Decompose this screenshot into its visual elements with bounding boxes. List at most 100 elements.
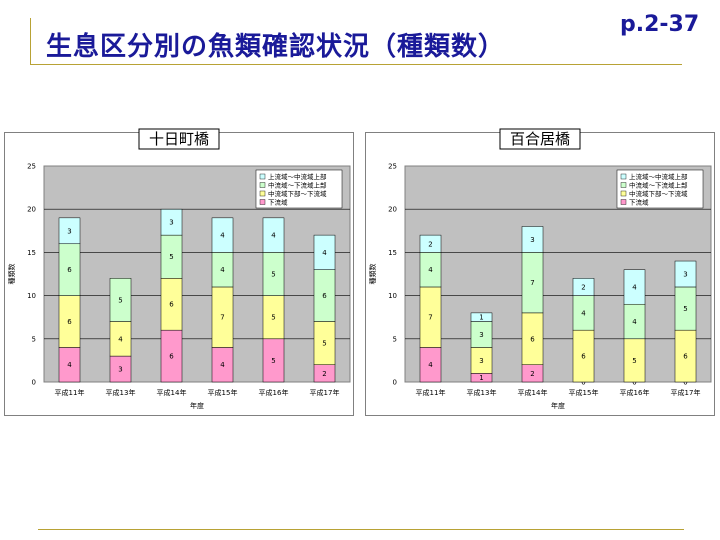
data-label: 7 bbox=[530, 279, 534, 287]
data-label: 4 bbox=[271, 232, 276, 240]
bar-segment bbox=[674, 260, 697, 288]
legend-swatch bbox=[620, 190, 627, 197]
legend-label: 中流域下部～下流域 bbox=[268, 189, 327, 198]
data-label: 5 bbox=[632, 357, 636, 365]
x-tick-label: 平成14年 bbox=[518, 388, 548, 397]
y-tick-label: 10 bbox=[388, 292, 397, 300]
data-label: 4 bbox=[632, 283, 637, 291]
data-label: 4 bbox=[581, 309, 586, 317]
page-number: p.2-37 bbox=[620, 12, 700, 37]
x-axis-label: 年度 bbox=[190, 401, 204, 410]
data-label: 0 bbox=[632, 379, 636, 387]
bar-segment bbox=[109, 278, 132, 322]
bar-segment bbox=[572, 278, 595, 296]
data-label: 3 bbox=[530, 236, 534, 244]
data-label: 1 bbox=[479, 314, 483, 322]
data-label: 6 bbox=[169, 353, 174, 361]
bar-segment bbox=[262, 217, 285, 253]
data-label: 4 bbox=[220, 266, 225, 274]
data-label: 4 bbox=[322, 249, 327, 257]
bar-segment bbox=[419, 234, 442, 253]
data-label: 6 bbox=[581, 353, 586, 361]
x-tick-label: 平成15年 bbox=[208, 388, 238, 397]
legend-label: 中流域～下流域上部 bbox=[629, 181, 688, 190]
legend-swatch bbox=[259, 190, 266, 197]
data-label: 3 bbox=[169, 219, 173, 227]
bar-segment bbox=[470, 312, 493, 322]
data-label: 4 bbox=[67, 361, 72, 369]
data-label: 3 bbox=[118, 366, 122, 374]
x-tick-label: 平成11年 bbox=[416, 388, 446, 397]
y-tick-label: 25 bbox=[27, 163, 36, 171]
x-axis-label: 年度 bbox=[551, 401, 565, 410]
data-label: 2 bbox=[322, 370, 326, 378]
x-tick-label: 平成13年 bbox=[106, 388, 136, 397]
data-label: 5 bbox=[169, 253, 173, 261]
data-label: 5 bbox=[118, 296, 122, 304]
y-tick-label: 15 bbox=[388, 249, 397, 257]
bar-segment bbox=[160, 208, 183, 236]
y-tick-label: 0 bbox=[32, 379, 36, 387]
x-tick-label: 平成17年 bbox=[310, 388, 340, 397]
data-label: 6 bbox=[683, 353, 688, 361]
chart-title: 百合居橋 bbox=[510, 130, 570, 148]
legend-swatch bbox=[259, 199, 266, 205]
data-label: 6 bbox=[530, 335, 535, 343]
chart-yurii: 05101520254742平成11年1331平成13年2673平成14年064… bbox=[365, 128, 715, 416]
header-horizontal-rule bbox=[30, 64, 682, 65]
y-tick-label: 0 bbox=[393, 379, 397, 387]
data-label: 7 bbox=[428, 314, 432, 322]
header-vertical-rule bbox=[30, 18, 31, 64]
data-label: 6 bbox=[67, 266, 72, 274]
bar-segment bbox=[313, 234, 336, 270]
legend-swatch bbox=[620, 182, 627, 188]
x-tick-label: 平成11年 bbox=[55, 388, 85, 397]
footer-rule bbox=[38, 529, 684, 530]
y-axis-label: 種類数 bbox=[368, 264, 377, 285]
data-label: 1 bbox=[479, 374, 483, 382]
data-label: 5 bbox=[322, 340, 326, 348]
y-tick-label: 20 bbox=[27, 206, 36, 214]
page-title: 生息区分別の魚類確認状況（種類数） bbox=[46, 32, 506, 62]
x-tick-label: 平成17年 bbox=[671, 388, 701, 397]
data-label: 6 bbox=[67, 318, 72, 326]
data-label: 0 bbox=[683, 379, 687, 387]
data-label: 5 bbox=[683, 305, 687, 313]
legend-label: 下流域 bbox=[629, 198, 649, 207]
y-tick-label: 20 bbox=[388, 206, 397, 214]
legend-label: 中流域下部～下流域 bbox=[629, 189, 688, 198]
bar-segment bbox=[58, 217, 81, 245]
data-label: 4 bbox=[428, 266, 433, 274]
y-tick-label: 5 bbox=[393, 335, 397, 343]
bar-segment bbox=[211, 217, 234, 253]
data-label: 2 bbox=[581, 283, 585, 291]
legend-label: 中流域～下流域上部 bbox=[268, 181, 327, 190]
data-label: 6 bbox=[322, 292, 327, 300]
x-tick-label: 平成16年 bbox=[620, 388, 650, 397]
data-label: 0 bbox=[581, 379, 585, 387]
data-label: 4 bbox=[428, 361, 433, 369]
data-label: 2 bbox=[428, 240, 432, 248]
x-tick-label: 平成15年 bbox=[569, 388, 599, 397]
data-label: 5 bbox=[271, 271, 275, 279]
y-tick-label: 5 bbox=[32, 335, 36, 343]
legend-swatch bbox=[620, 173, 627, 180]
data-label: 4 bbox=[220, 232, 225, 240]
bar-segment bbox=[521, 226, 544, 253]
legend-swatch bbox=[259, 182, 266, 188]
x-tick-label: 平成13年 bbox=[467, 388, 497, 397]
data-label: 7 bbox=[220, 314, 224, 322]
y-tick-label: 10 bbox=[27, 292, 36, 300]
legend-box bbox=[255, 169, 343, 209]
data-label: 2 bbox=[530, 370, 534, 378]
legend-label: 下流域 bbox=[268, 198, 288, 207]
data-label: 6 bbox=[169, 301, 174, 309]
x-tick-label: 平成16年 bbox=[259, 388, 289, 397]
chart-title-box bbox=[499, 128, 581, 150]
legend-box bbox=[616, 169, 704, 209]
data-label: 4 bbox=[118, 335, 123, 343]
legend-label: 上流域～中流域上部 bbox=[268, 172, 327, 181]
legend-swatch bbox=[620, 199, 627, 205]
data-label: 3 bbox=[67, 227, 71, 235]
y-axis-label: 種類数 bbox=[7, 264, 16, 285]
